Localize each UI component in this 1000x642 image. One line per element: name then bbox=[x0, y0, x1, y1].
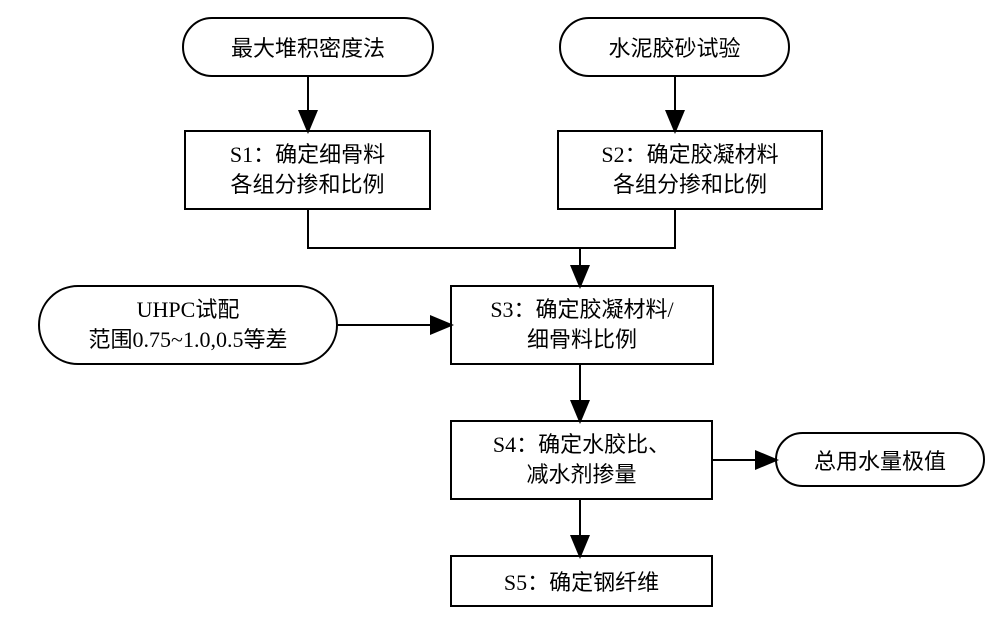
line2: 细骨料比例 bbox=[527, 325, 637, 355]
line2: 各组分掺和比例 bbox=[613, 170, 767, 200]
node-s2: S2：确定胶凝材料 各组分掺和比例 bbox=[557, 130, 823, 210]
line1: S1：确定细骨料 bbox=[230, 140, 385, 170]
node-s4: S4：确定水胶比、 减水剂掺量 bbox=[450, 420, 713, 500]
label: S5：确定钢纤维 bbox=[504, 565, 659, 597]
node-max-density: 最大堆积密度法 bbox=[182, 17, 434, 77]
label: 最大堆积密度法 bbox=[231, 31, 385, 63]
line2: 减水剂掺量 bbox=[526, 460, 636, 490]
label: 总用水量极值 bbox=[814, 444, 946, 476]
line2: 范围0.75~1.0,0.5等差 bbox=[89, 325, 288, 355]
line1: S4：确定水胶比、 bbox=[493, 430, 670, 460]
label: 水泥胶砂试验 bbox=[608, 31, 740, 63]
node-s3: S3：确定胶凝材料/ 细骨料比例 bbox=[450, 285, 714, 365]
line2: 各组分掺和比例 bbox=[230, 170, 384, 200]
line1: S2：确定胶凝材料 bbox=[601, 140, 778, 170]
node-uhpc: UHPC试配 范围0.75~1.0,0.5等差 bbox=[38, 285, 338, 365]
line1: S3：确定胶凝材料/ bbox=[490, 295, 673, 325]
node-s5: S5：确定钢纤维 bbox=[450, 555, 713, 607]
node-water-limit: 总用水量极值 bbox=[775, 432, 985, 487]
line1: UHPC试配 bbox=[137, 295, 240, 325]
node-cement-test: 水泥胶砂试验 bbox=[559, 17, 790, 77]
node-s1: S1：确定细骨料 各组分掺和比例 bbox=[184, 130, 431, 210]
